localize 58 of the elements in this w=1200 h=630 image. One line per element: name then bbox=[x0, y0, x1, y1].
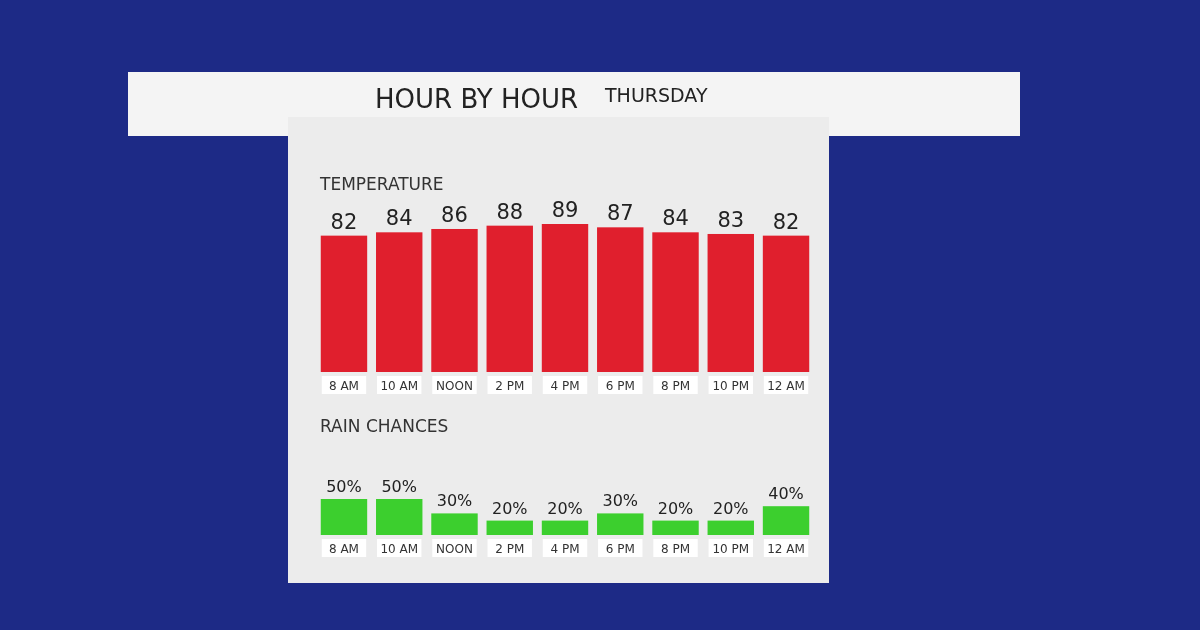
x-tick-label: 8 AM bbox=[328, 378, 359, 393]
data-label: 40% bbox=[768, 484, 804, 504]
data-label: 87 bbox=[606, 201, 634, 226]
chart-subtitle: THURSDAY bbox=[604, 84, 708, 106]
data-label: 30% bbox=[436, 491, 473, 511]
data-label: 88 bbox=[496, 199, 524, 224]
data-label: 84 bbox=[385, 206, 413, 231]
data-label: 20% bbox=[657, 498, 694, 518]
bar bbox=[597, 227, 644, 372]
x-tick-label: 10 PM bbox=[712, 541, 750, 556]
data-label: 84 bbox=[662, 206, 689, 231]
bar bbox=[707, 520, 754, 535]
x-tick-label: 8 PM bbox=[660, 541, 691, 556]
data-label: 20% bbox=[712, 498, 749, 518]
bar bbox=[431, 513, 478, 535]
x-tick-label: 12 AM bbox=[767, 378, 805, 393]
data-label: 20% bbox=[491, 498, 528, 518]
data-label: 82 bbox=[330, 209, 358, 234]
bar bbox=[376, 232, 423, 372]
x-tick-label: NOON bbox=[436, 378, 473, 393]
data-label: 82 bbox=[772, 209, 800, 234]
bar bbox=[486, 520, 533, 535]
bar bbox=[652, 520, 699, 535]
bar bbox=[376, 499, 423, 535]
x-tick-label: 12 AM bbox=[767, 541, 805, 556]
bar bbox=[541, 520, 589, 535]
x-tick-label: 10 AM bbox=[380, 378, 419, 393]
bar bbox=[597, 513, 644, 535]
x-tick-label: 10 PM bbox=[712, 378, 750, 393]
data-label: 30% bbox=[602, 491, 639, 511]
x-tick-label: 6 PM bbox=[605, 378, 635, 393]
x-tick-label: NOON bbox=[436, 541, 473, 556]
data-label: 50% bbox=[381, 477, 418, 496]
bar bbox=[762, 506, 810, 535]
data-label: 50% bbox=[326, 477, 362, 496]
chart-title: HOUR BY HOUR bbox=[375, 84, 579, 114]
bar bbox=[541, 224, 589, 372]
x-tick-label: 2 PM bbox=[495, 541, 525, 556]
data-label: 83 bbox=[717, 207, 745, 232]
x-tick-label: 4 PM bbox=[550, 541, 580, 556]
bar bbox=[486, 225, 533, 372]
bar bbox=[320, 235, 368, 372]
x-tick-label: 4 PM bbox=[550, 378, 580, 393]
y-axis-title: TEMPERATURE bbox=[319, 174, 444, 194]
bar bbox=[762, 235, 810, 372]
data-label: 89 bbox=[551, 198, 579, 222]
data-label: 86 bbox=[441, 202, 468, 227]
bar bbox=[652, 232, 699, 372]
x-tick-label: 10 AM bbox=[380, 541, 419, 556]
x-tick-label: 6 PM bbox=[605, 541, 635, 556]
x-tick-label: 2 PM bbox=[495, 378, 525, 393]
y-axis-title: RAIN CHANCES bbox=[320, 416, 449, 436]
bar bbox=[707, 233, 754, 372]
data-label: 20% bbox=[547, 498, 583, 518]
x-tick-label: 8 PM bbox=[660, 378, 691, 393]
bar bbox=[320, 499, 368, 535]
bar bbox=[431, 228, 478, 372]
x-tick-label: 8 AM bbox=[328, 541, 359, 556]
